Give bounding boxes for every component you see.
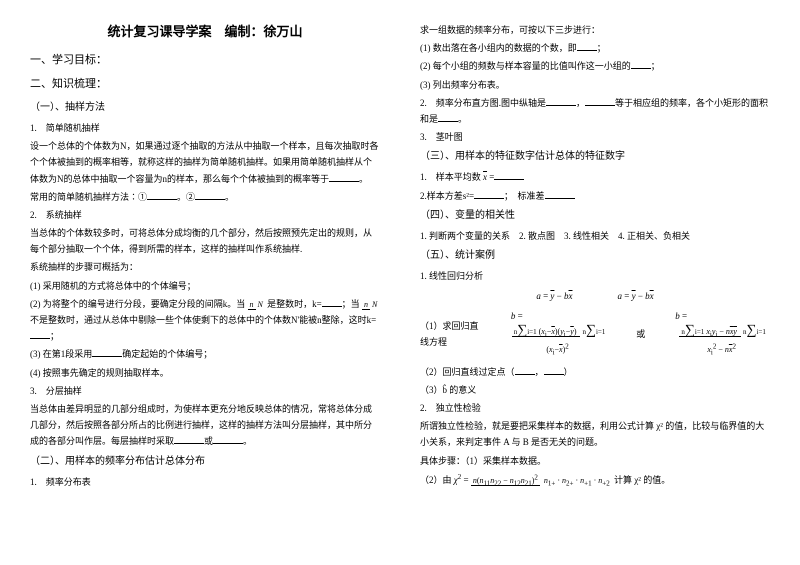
text: (2) 为将整个的编号进行分段，要确定分段的间隔k。当 [30,299,245,309]
para-correlation: 1. 判断两个变量的关系 2. 散点图 3. 线性相关 4. 正相关、负相关 [420,228,770,244]
heading-sampling: （一）、抽样方法 [30,99,380,117]
formula-b-1: b = n∑i=1 (xi−x)(yi−y) n∑i=1 (xi−x)2 [511,308,606,359]
right-column: 求一组数据的频率分布，可按以下三步进行： (1) 数出落在各小组内的数据的个数，… [420,20,770,492]
para-simple-random: 设一个总体的个体数为N，如果通过逐个抽取的方法从中抽取一个样本，且每次抽取时各个… [30,138,380,187]
text: （2）由 [420,475,452,485]
text: 是整数时，k= [267,299,322,309]
blank [577,41,597,51]
text: 或 [204,436,213,446]
step-4: (4) 按照事先确定的规则抽取样本。 [30,365,380,381]
text: 。 [359,174,368,184]
blank [631,59,651,69]
text: 不是整数时，通过从总体中剔除一些个体使剩下的总体中的个体数N'能被n整除，这时k… [30,315,376,325]
heading-correlation: （四）、变量的相关性 [420,207,770,225]
text: 确定起始的个体编号； [122,349,212,359]
page-title: 统计复习课导学案 编制：徐万山 [30,20,380,43]
blank [322,297,342,307]
fraction-n-N-2: nN [362,298,379,312]
blank [545,189,575,199]
blank [585,96,615,106]
para-variance: 2.样本方差s²= ； 标准差 [420,188,770,204]
freq-step-1: (1) 数出落在各小组内的数据的个数，即 ； [420,40,770,56]
para-steps-ind: 具体步骤：（1）采集样本数据。 [420,453,770,469]
text: （1）求回归直线方程 [420,318,481,350]
text: （2）回归直线过定点（ [420,367,515,377]
formula-line: a = y − bx a = y − bx [420,288,770,304]
heading-stemleaf: 3. 茎叶图 [420,129,770,145]
heading-systematic: 2. 系统抽样 [30,207,380,223]
freq-step-2: (2) 每个小组的频数与样本容量的比值叫作这一小组的 ； [420,58,770,74]
blank [174,434,204,444]
blank [494,170,524,180]
text: 。 [243,436,252,446]
text: 常用的简单随机抽样方法∶① [30,192,147,202]
para-point: （2）回归直线过定点（ ， ） [420,364,770,380]
text: 设一个总体的个体数为N，如果通过逐个抽取的方法从中抽取一个样本，且每次抽取时各个… [30,141,379,183]
blank [92,347,122,357]
text: 2. 频率分布直方图.图中纵轴是 [420,98,546,108]
heading-independence: 2. 独立性检验 [420,400,770,416]
text: ； [597,43,606,53]
para-steps: 系统抽样的步骤可概括为： [30,259,380,275]
text: ， [535,367,544,377]
heading-case: （五）、统计案例 [420,247,770,265]
text: 1. 样本平均数 [420,172,481,182]
blank [438,112,458,122]
para-independence: 所谓独立性检验，就是要把采集样本的数据，利用公式计算 χ² 的值，比较与临界值的… [420,418,770,450]
formula-b: （1）求回归直线方程 b = n∑i=1 (xi−x)(yi−y) n∑i=1 … [420,308,770,359]
blank [30,329,50,339]
blank [546,96,576,106]
step-2: (2) 为将整个的编号进行分段，要确定分段的间隔k。当 nN 是整数时，k= ；当… [30,296,380,345]
text: (3) 在第1段采用 [30,349,92,359]
text: 。 [458,114,467,124]
xbar: x [483,172,487,182]
chi2-fraction: n(n11n22 − n12n21)2 n1+ · n2+ · n+1 · n+… [471,471,612,490]
document-page: 统计复习课导学案 编制：徐万山 一、学习目标： 二、知识梳理： （一）、抽样方法… [0,0,800,512]
heading-freq-dist: （二）、用样本的频率分布估计总体分布 [30,453,380,471]
blank [195,190,225,200]
para-b-meaning: （3）b̂ 的意义 [420,382,770,398]
para-systematic: 当总体的个体数较多时，可将总体分成均衡的几个部分，然后按照预先定出的规则，从每个… [30,225,380,257]
text: 计算 χ² 的值。 [614,475,670,485]
formula-b-2: b = n∑i=1 xiyi − nxy n∑i=1 xi2 − nx2 [675,308,770,359]
freq-step-3: (3) 列出频率分布表。 [420,77,770,93]
blank [544,365,564,375]
heading-simple-random: 1. 简单随机抽样 [30,120,380,136]
para-chi2: （2）由 χ2 = n(n11n22 − n12n21)2 n1+ · n2+ … [420,471,770,490]
text: ；当 [342,299,360,309]
para-stratified: 当总体由差异明显的几部分组成时，为使样本更充分地反映总体的情况，常将总体分成几部… [30,401,380,450]
heading-characteristic: （三）、用样本的特征数字估计总体的特征数字 [420,148,770,166]
or-text: 或 [636,326,645,342]
blank [329,172,359,182]
para-freq-steps: 求一组数据的频率分布，可按以下三步进行： [420,22,770,38]
left-column: 统计复习课导学案 编制：徐万山 一、学习目标： 二、知识梳理： （一）、抽样方法… [30,20,380,492]
text: ； 标准差 [504,191,545,201]
para-histogram: 2. 频率分布直方图.图中纵轴是，等于相应组的频率，各个小矩形的面积和是。 [420,95,770,127]
blank [515,365,535,375]
heading-regression: 1. 线性回归分析 [420,268,770,284]
para-mean: 1. 样本平均数 x = [420,169,770,185]
text: ； [651,61,660,71]
text: (2) 每个小组的频数与样本容量的比值叫作这一小组的 [420,61,631,71]
text: 。 [225,192,234,202]
heading-freq-table: 1. 频率分布表 [30,474,380,490]
blank [147,190,177,200]
blank [474,189,504,199]
fraction-n-N: nN [248,298,265,312]
step-1: (1) 采用随机的方式将总体中的个体编号； [30,278,380,294]
text: ） [564,367,573,377]
heading-goal: 一、学习目标： [30,51,380,71]
text: (1) 数出落在各小组内的数据的个数，即 [420,43,577,53]
text: 。② [177,192,195,202]
text: 2.样本方差s²= [420,191,474,201]
blank [213,434,243,444]
heading-review: 二、知识梳理： [30,75,380,95]
heading-stratified: 3. 分层抽样 [30,383,380,399]
para-methods: 常用的简单随机抽样方法∶① 。② 。 [30,189,380,205]
text: ， [576,98,585,108]
step-3: (3) 在第1段采用 确定起始的个体编号； [30,346,380,362]
text: ； [50,331,59,341]
